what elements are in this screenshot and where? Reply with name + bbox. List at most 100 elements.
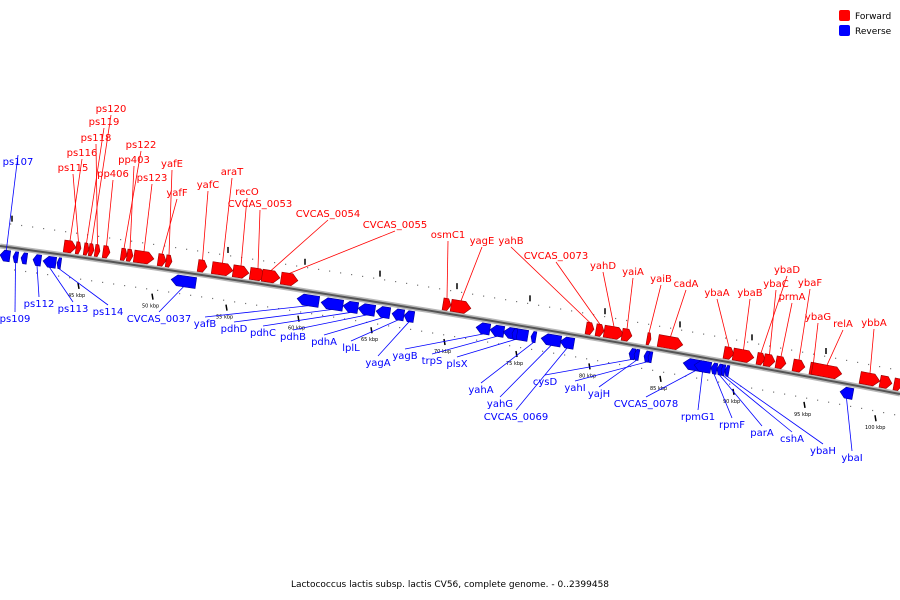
gene-feature-ps122[interactable] — [119, 247, 128, 261]
gene-label-ybaC[interactable]: ybaC — [763, 279, 788, 290]
gene-label-yafF[interactable]: yafF — [166, 188, 188, 199]
gene-feature-yaiA[interactable] — [620, 327, 633, 342]
gene-label-CVCAS_0073[interactable]: CVCAS_0073 — [524, 251, 588, 262]
gene-feature-CVCAS_0069[interactable] — [559, 336, 576, 350]
gene-label-recO[interactable]: recO — [235, 187, 259, 198]
gene-label-relA[interactable]: relA — [833, 319, 853, 330]
gene-label-yafE[interactable]: yafE — [161, 159, 183, 170]
gene-feature-ps109[interactable] — [12, 251, 20, 264]
gene-label-yagE[interactable]: yagE — [470, 236, 495, 247]
gene-feature-extra-0[interactable] — [878, 374, 893, 389]
gene-feature-yahA[interactable] — [530, 331, 538, 344]
gene-feature-pp403[interactable] — [125, 248, 134, 262]
gene-label-ps113[interactable]: ps113 — [58, 304, 89, 315]
gene-label-CVCAS_0069[interactable]: CVCAS_0069 — [484, 412, 548, 423]
gene-feature-ps113[interactable] — [42, 255, 58, 269]
gene-feature-extra-r0[interactable] — [20, 252, 29, 265]
gene-label-pdhC[interactable]: pdhC — [250, 328, 276, 339]
gene-label-ybaG[interactable]: ybaG — [805, 312, 831, 323]
gene-label-ybaB[interactable]: ybaB — [737, 288, 762, 299]
gene-feature-ybaA[interactable] — [722, 346, 735, 360]
gene-feature-ps123[interactable] — [132, 249, 155, 265]
gene-label-pdhD[interactable]: pdhD — [221, 324, 248, 335]
gene-feature-ybaI[interactable] — [839, 386, 855, 400]
gene-feature-yagE[interactable] — [449, 298, 472, 314]
gene-feature-rpmF[interactable] — [710, 362, 719, 375]
gene-label-lplL[interactable]: lplL — [342, 343, 360, 354]
gene-feature-prmA[interactable] — [774, 355, 787, 370]
gene-feature-extra-r1[interactable] — [511, 327, 519, 340]
gene-label-yahB[interactable]: yahB — [498, 236, 523, 247]
gene-label-ybaD[interactable]: ybaD — [774, 265, 800, 276]
gene-label-ps120[interactable]: ps120 — [96, 104, 127, 115]
gene-label-trpS[interactable]: trpS — [422, 356, 443, 367]
gene-label-rpmG1[interactable]: rpmG1 — [681, 412, 715, 423]
gene-feature-pdhB[interactable] — [357, 303, 377, 317]
gene-label-CVCAS_0078[interactable]: CVCAS_0078 — [614, 399, 678, 410]
gene-feature-yafC[interactable] — [196, 259, 208, 273]
gene-label-yaiA[interactable]: yaiA — [622, 267, 644, 278]
gene-label-CVCAS_0037[interactable]: CVCAS_0037 — [127, 314, 191, 325]
gene-feature-ps120[interactable] — [87, 243, 95, 257]
gene-feature-trpS[interactable] — [489, 324, 506, 338]
gene-label-parA[interactable]: parA — [750, 428, 774, 439]
gene-feature-lplL[interactable] — [391, 308, 406, 322]
gene-feature-yafF[interactable] — [156, 253, 167, 267]
gene-label-ps109[interactable]: ps109 — [0, 314, 30, 325]
gene-label-pdhA[interactable]: pdhA — [311, 337, 337, 348]
gene-label-yahA[interactable]: yahA — [468, 385, 493, 396]
gene-feature-pdhC[interactable] — [342, 300, 360, 314]
gene-label-ps116[interactable]: ps116 — [67, 148, 98, 159]
gene-label-ybaH[interactable]: ybaH — [810, 446, 836, 457]
gene-label-ps118[interactable]: ps118 — [81, 133, 112, 144]
gene-label-ps122[interactable]: ps122 — [126, 140, 157, 151]
gene-feature-yafB[interactable] — [296, 293, 321, 308]
gene-label-pp406[interactable]: pp406 — [97, 169, 129, 180]
gene-label-yaiB[interactable]: yaiB — [650, 274, 672, 285]
gene-feature-yahD[interactable] — [602, 324, 625, 340]
gene-label-prmA[interactable]: prmA — [779, 292, 806, 303]
gene-feature-ybbA[interactable] — [858, 371, 881, 388]
gene-label-CVCAS_0055[interactable]: CVCAS_0055 — [363, 220, 427, 231]
gene-label-yajH[interactable]: yajH — [588, 389, 610, 400]
gene-label-ps123[interactable]: ps123 — [137, 173, 168, 184]
gene-label-ps114[interactable]: ps114 — [93, 307, 124, 318]
gene-label-pdhB[interactable]: pdhB — [280, 332, 306, 343]
gene-label-ybaI[interactable]: ybaI — [841, 453, 862, 464]
gene-feature-yagA[interactable] — [403, 310, 416, 323]
gene-feature-CVCAS_0054[interactable] — [260, 268, 281, 284]
gene-feature-ps115[interactable] — [74, 241, 82, 255]
gene-label-ps115[interactable]: ps115 — [58, 163, 89, 174]
gene-label-yahG[interactable]: yahG — [487, 399, 513, 410]
gene-label-ps112[interactable]: ps112 — [24, 299, 55, 310]
gene-feature-yaiB[interactable] — [645, 332, 652, 346]
gene-feature-yahB[interactable] — [584, 321, 595, 335]
gene-feature-extra-1[interactable] — [892, 377, 900, 391]
gene-label-ps119[interactable]: ps119 — [89, 117, 120, 128]
gene-feature-ybaD[interactable] — [755, 352, 766, 366]
gene-label-yahI[interactable]: yahI — [564, 383, 585, 394]
gene-label-CVCAS_0054[interactable]: CVCAS_0054 — [296, 209, 360, 220]
gene-feature-araT[interactable] — [210, 261, 234, 277]
gene-feature-CVCAS_0073[interactable] — [594, 323, 605, 337]
gene-feature-extra-r2[interactable] — [647, 351, 654, 364]
gene-label-yafC[interactable]: yafC — [197, 180, 220, 191]
gene-label-yahD[interactable]: yahD — [590, 261, 616, 272]
gene-label-CVCAS_0053[interactable]: CVCAS_0053 — [228, 199, 292, 210]
gene-label-osmC1[interactable]: osmC1 — [431, 230, 465, 241]
gene-feature-rpmG1[interactable] — [693, 359, 713, 374]
gene-label-ps107[interactable]: ps107 — [3, 157, 34, 168]
gene-label-pp403[interactable]: pp403 — [118, 155, 150, 166]
gene-label-rpmF[interactable]: rpmF — [719, 420, 745, 431]
gene-feature-ps112[interactable] — [32, 254, 43, 267]
gene-feature-pdhA[interactable] — [375, 306, 392, 319]
gene-feature-cadA[interactable] — [656, 334, 684, 351]
gene-label-cshA[interactable]: cshA — [780, 434, 804, 445]
gene-feature-ybaC[interactable] — [762, 353, 776, 368]
gene-feature-ps107[interactable] — [0, 249, 12, 263]
gene-feature-cshA[interactable] — [720, 364, 727, 377]
gene-label-ybaF[interactable]: ybaF — [798, 278, 822, 289]
gene-feature-CVCAS_0055[interactable] — [279, 271, 299, 286]
gene-feature-ps114[interactable] — [56, 257, 63, 270]
gene-label-ybbA[interactable]: ybbA — [861, 318, 887, 329]
